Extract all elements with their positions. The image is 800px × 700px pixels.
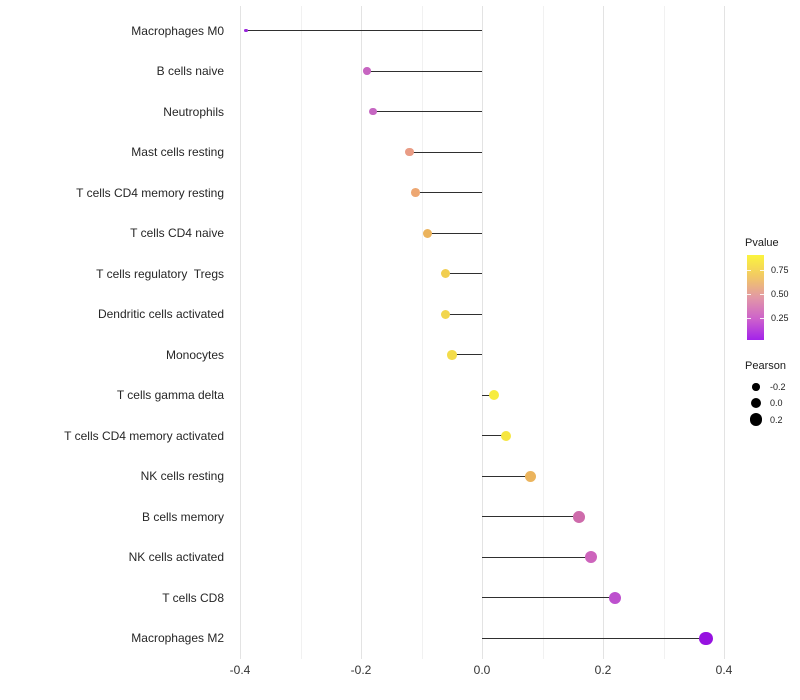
pvalue-gradient-bar bbox=[747, 255, 764, 340]
x-tick-label: 0.2 bbox=[594, 663, 612, 677]
category-label: B cells naive bbox=[156, 64, 224, 79]
category-label: Monocytes bbox=[165, 347, 224, 362]
pearson-key-dot bbox=[749, 413, 763, 426]
gradient-tick bbox=[747, 294, 751, 296]
category-label: Neutrophils bbox=[163, 104, 224, 119]
major-gridline bbox=[361, 6, 362, 659]
data-point bbox=[369, 107, 377, 116]
x-tick-label: 0.0 bbox=[473, 663, 491, 677]
category-label: T cells CD4 memory activated bbox=[64, 428, 224, 443]
pearson-key-label: 0.0 bbox=[770, 398, 783, 409]
stem-segment bbox=[409, 151, 482, 153]
pearson-key-label: -0.2 bbox=[770, 382, 786, 392]
minor-gridline bbox=[663, 6, 665, 659]
stem-segment bbox=[445, 313, 482, 315]
pvalue-tick-label: 0.25 bbox=[771, 312, 789, 323]
stem-segment bbox=[482, 435, 507, 437]
data-point bbox=[572, 510, 585, 523]
stem-segment bbox=[415, 192, 482, 194]
stem-segment bbox=[445, 273, 482, 275]
major-gridline bbox=[482, 6, 483, 659]
minor-gridline bbox=[542, 6, 544, 659]
data-point bbox=[440, 268, 451, 279]
data-point bbox=[488, 390, 500, 401]
gradient-tick bbox=[747, 270, 751, 272]
pearson-key-dot bbox=[752, 383, 760, 391]
stem-segment bbox=[482, 556, 591, 558]
stem-segment bbox=[373, 111, 482, 113]
major-gridline bbox=[240, 6, 241, 659]
category-label: T cells CD4 naive bbox=[130, 226, 224, 241]
x-tick-label: -0.4 bbox=[229, 663, 251, 677]
pvalue-tick-label: 0.50 bbox=[771, 289, 789, 300]
category-label: T cells CD8 bbox=[162, 590, 224, 605]
category-label: NK cells resting bbox=[140, 469, 224, 484]
stem-segment bbox=[482, 516, 579, 518]
data-point bbox=[524, 470, 536, 482]
stem-segment bbox=[482, 597, 616, 599]
data-point bbox=[500, 430, 512, 442]
data-point bbox=[584, 551, 597, 564]
pearson-key-label: 0.2 bbox=[770, 414, 783, 425]
category-label: T cells gamma delta bbox=[116, 388, 224, 403]
minor-gridline bbox=[421, 6, 423, 659]
gradient-tick bbox=[760, 270, 764, 272]
data-point bbox=[363, 67, 371, 75]
data-point bbox=[698, 631, 713, 646]
data-point bbox=[440, 309, 451, 319]
category-label: T cells CD4 memory resting bbox=[76, 185, 224, 200]
data-point bbox=[423, 228, 433, 238]
data-point bbox=[411, 188, 420, 197]
category-label: NK cells activated bbox=[128, 550, 224, 565]
category-label: Dendritic cells activated bbox=[97, 307, 224, 322]
category-label: Macrophages M2 bbox=[131, 631, 224, 646]
major-gridline bbox=[603, 6, 604, 659]
stem-segment bbox=[482, 637, 706, 639]
stem-segment bbox=[482, 475, 531, 477]
plot-panel bbox=[216, 6, 756, 659]
pearson-legend-title: Pearson bbox=[745, 360, 786, 372]
stem-segment bbox=[246, 30, 482, 31]
data-point bbox=[244, 28, 248, 33]
stem-segment bbox=[482, 394, 495, 396]
stem-segment bbox=[427, 232, 482, 234]
category-label: Mast cells resting bbox=[131, 145, 224, 160]
category-label: T cells regulatory Tregs bbox=[96, 266, 224, 281]
stem-segment bbox=[367, 70, 482, 72]
data-point bbox=[446, 349, 457, 360]
data-point bbox=[608, 591, 622, 605]
gradient-tick bbox=[747, 317, 751, 319]
x-tick-label: 0.4 bbox=[715, 663, 733, 677]
pvalue-legend-title: Pvalue bbox=[745, 237, 779, 249]
category-label: Macrophages M0 bbox=[131, 23, 224, 38]
gradient-tick bbox=[760, 317, 764, 319]
x-tick-label: -0.2 bbox=[350, 663, 372, 677]
category-label: B cells memory bbox=[141, 509, 224, 524]
data-point bbox=[405, 147, 414, 157]
minor-gridline bbox=[300, 6, 302, 659]
pvalue-tick-label: 0.75 bbox=[771, 265, 789, 276]
gradient-tick bbox=[760, 294, 764, 296]
major-gridline bbox=[724, 6, 725, 659]
pearson-key-dot bbox=[750, 398, 762, 409]
stem-segment bbox=[451, 354, 482, 356]
